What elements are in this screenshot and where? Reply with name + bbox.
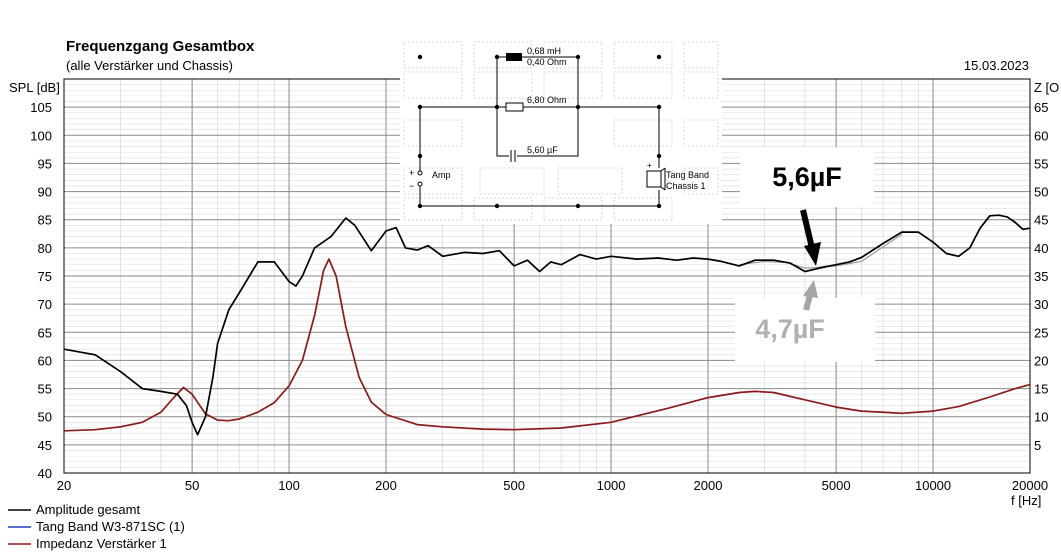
driver-plus-sign: + (647, 161, 652, 170)
inductor-resistance-label: 0,40 Ohm (527, 57, 567, 67)
y-tick-label-right: 10 (1034, 410, 1048, 425)
amp-terminal-plus (417, 170, 423, 176)
x-tick-label: 2000 (694, 478, 723, 493)
x-tick-label: 20 (57, 478, 71, 493)
crossover-schematic: + − Amp 0,68 mH 0,40 Ohm 6,80 Ohm 5,60 µ… (400, 38, 722, 224)
legend-label-impedance: Impedanz Verstärker 1 (36, 536, 167, 551)
amp-plus-sign: + (409, 168, 414, 178)
series-lines (63, 214, 1031, 436)
x-tick-label: 5000 (822, 478, 851, 493)
x-tick-label: 100 (278, 478, 300, 493)
series-line-4-7uf (739, 233, 903, 269)
y-tick-label-right: 60 (1034, 128, 1048, 143)
inductor-value-label: 0,68 mH (527, 46, 561, 56)
y-axis-right: 5 10 15 20 25 30 35 40 45 50 55 60 65 (1034, 100, 1048, 453)
driver-label-chassis: Chassis 1 (666, 181, 706, 191)
y-tick-label-left: 75 (38, 269, 52, 284)
annotation-4-7uf-arrow-head (803, 280, 818, 298)
y-tick-label-right: 20 (1034, 353, 1048, 368)
chart-date: 15.03.2023 (964, 58, 1029, 73)
x-tick-label: 1000 (597, 478, 626, 493)
y-axis-left: 40 45 50 55 60 65 70 75 80 85 90 95 100 105 (30, 100, 52, 481)
capacitor-value-label: 5,60 µF (527, 145, 558, 155)
annotation-5-6uf-label: 5,6µF (772, 162, 842, 192)
y-tick-label-left: 80 (38, 241, 52, 256)
y-tick-label-right: 55 (1034, 156, 1048, 171)
y-tick-label-left: 55 (38, 382, 52, 397)
annotation-5-6uf-arrow-shaft (800, 209, 815, 249)
amp-label: Amp (432, 170, 451, 180)
y-tick-label-left: 105 (30, 100, 52, 115)
x-tick-label: 20000 (1012, 478, 1048, 493)
y-tick-label-right: 45 (1034, 213, 1048, 228)
y-tick-label-right: 25 (1034, 325, 1048, 340)
x-axis-label: f [Hz] (1011, 493, 1041, 508)
legend-label-amplitude: Amplitude gesamt (36, 502, 140, 517)
y-axis-label-left: SPL [dB] (9, 80, 60, 95)
y-tick-label-left: 95 (38, 156, 52, 171)
y-tick-label-left: 50 (38, 410, 52, 425)
inductor-symbol (506, 53, 522, 61)
series-line-impedance (63, 258, 1031, 432)
schematic-nodes (417, 54, 662, 209)
series-line-amplitude (63, 214, 1031, 436)
amp-terminal-minus (417, 181, 423, 187)
chart-title: Frequenzgang Gesamtbox (66, 38, 255, 55)
schematic-wires (419, 56, 660, 207)
y-tick-label-right: 30 (1034, 297, 1048, 312)
x-tick-label: 50 (185, 478, 199, 493)
annotation-4-7uf: 4,7µF (735, 280, 875, 362)
capacitor-symbol (509, 150, 517, 162)
driver-label-brand: Tang Band (666, 170, 709, 180)
annotation-5-6uf-box (740, 147, 874, 207)
y-tick-label-left: 70 (38, 297, 52, 312)
x-axis: 20 50 100 200 500 1000 2000 5000 10000 20000 (57, 478, 1048, 493)
annotation-5-6uf-arrow-head (804, 242, 821, 266)
y-tick-label-right: 65 (1034, 100, 1048, 115)
legend-label-tang-band: Tang Band W3-871SC (1) (36, 519, 185, 534)
y-tick-label-right: 15 (1034, 382, 1048, 397)
legend: Amplitude gesamt Tang Band W3-871SC (1) … (8, 502, 185, 551)
annotation-5-6uf: 5,6µF (740, 147, 874, 266)
y-tick-label-left: 45 (38, 438, 52, 453)
y-tick-label-right: 5 (1034, 438, 1041, 453)
y-tick-label-left: 60 (38, 353, 52, 368)
y-tick-label-right: 40 (1034, 241, 1048, 256)
annotation-4-7uf-label: 4,7µF (755, 314, 825, 344)
y-tick-label-left: 40 (38, 466, 52, 481)
y-tick-label-left: 90 (38, 185, 52, 200)
x-tick-label: 10000 (915, 478, 951, 493)
resistor-value-label: 6,80 Ohm (527, 95, 567, 105)
annotation-4-7uf-arrow-shaft (803, 294, 813, 311)
y-tick-label-left: 85 (38, 213, 52, 228)
y-axis-label-right: Z [O (1034, 80, 1059, 95)
x-tick-label: 500 (503, 478, 525, 493)
y-tick-label-left: 100 (30, 128, 52, 143)
x-tick-label: 200 (375, 478, 397, 493)
y-tick-label-right: 35 (1034, 269, 1048, 284)
y-tick-label-left: 65 (38, 325, 52, 340)
resistor-symbol (505, 102, 524, 112)
chart-subtitle: (alle Verstärker und Chassis) (66, 58, 233, 73)
schematic-dashed-boxes (403, 41, 719, 221)
amp-minus-sign: − (409, 181, 414, 191)
y-tick-label-right: 50 (1034, 185, 1048, 200)
driver-symbol (646, 167, 666, 191)
schematic-background (400, 38, 722, 224)
